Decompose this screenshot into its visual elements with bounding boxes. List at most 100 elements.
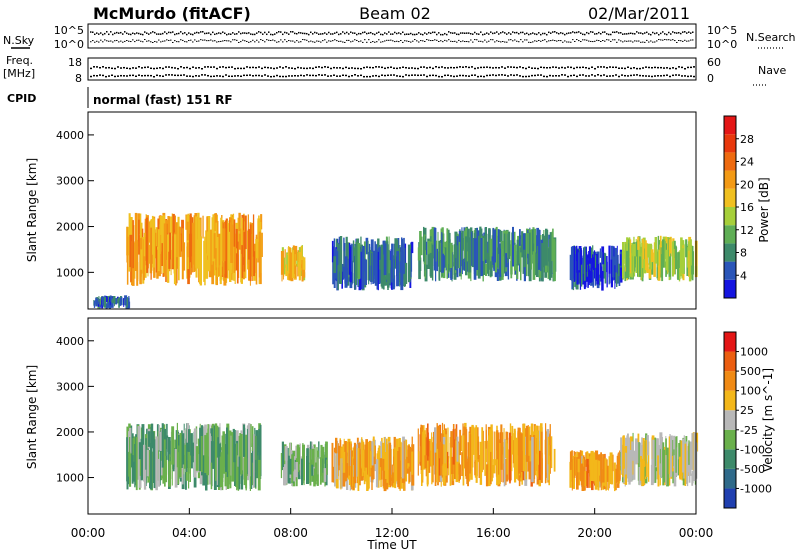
power-feature-mark	[675, 255, 678, 270]
vel-feature-mark	[452, 429, 455, 465]
power-feature-mark	[636, 241, 638, 257]
power-feature-mark	[510, 240, 513, 279]
nave-point	[558, 75, 560, 77]
nave-point	[231, 75, 233, 78]
freq-point	[489, 66, 491, 69]
nsky-point	[520, 31, 522, 34]
nave-point	[345, 74, 347, 77]
nsearch-point	[356, 39, 358, 41]
nsky-point	[240, 32, 242, 35]
power-feature-mark	[661, 254, 664, 282]
nsky-point	[454, 32, 456, 34]
vel-feature-mark	[458, 462, 460, 482]
velocity-data	[126, 422, 699, 492]
vel-feature-mark	[383, 468, 386, 484]
nsearch-point	[386, 39, 388, 41]
nsearch-point	[458, 39, 460, 41]
nsearch-point	[324, 39, 326, 41]
freq-point	[486, 66, 488, 68]
freq-point	[564, 67, 566, 69]
power-feature-mark	[98, 302, 101, 305]
vel-feature-mark	[638, 442, 640, 467]
vel-feature-mark	[346, 452, 348, 468]
vel-feature-mark	[680, 440, 683, 476]
power-feature-mark	[398, 261, 402, 283]
nsky-point	[312, 33, 314, 35]
nsearch-point	[586, 39, 588, 41]
freq-point	[273, 67, 275, 70]
nave-point	[105, 75, 107, 78]
power-feature-mark	[461, 230, 464, 251]
power-feature-mark	[343, 250, 345, 267]
vel-feature-mark	[442, 467, 445, 486]
nave-point	[591, 74, 593, 76]
nsearch-point	[442, 41, 444, 43]
power-feature-mark	[532, 251, 536, 280]
freq-tick-top: 18	[68, 56, 82, 69]
nsky-point	[500, 32, 502, 34]
freq-point	[357, 67, 359, 70]
nsearch-point	[212, 40, 214, 42]
power-feature-mark	[110, 295, 112, 302]
vel-feature-mark	[459, 464, 461, 480]
vel-feature-mark	[505, 458, 507, 486]
power-feature-mark	[585, 251, 588, 272]
nsky-point	[580, 32, 582, 34]
nsky-point	[388, 31, 390, 33]
nsky-point	[108, 33, 110, 36]
power-feature-mark	[492, 227, 495, 265]
freq-point	[144, 66, 146, 69]
nsearch-point	[376, 41, 378, 43]
freq-point	[348, 67, 350, 70]
freq-point	[516, 66, 518, 69]
power-feature-mark	[374, 244, 378, 286]
nsearch-point	[166, 39, 168, 41]
nsky-point	[428, 31, 430, 34]
nave-point	[114, 75, 116, 78]
freq-point	[174, 67, 176, 69]
freq-point	[135, 67, 137, 69]
nsearch-point	[512, 40, 514, 42]
nsearch-point	[490, 39, 492, 41]
freq-point	[111, 67, 113, 70]
nsearch-point	[396, 40, 398, 42]
vel-feature-mark	[490, 429, 492, 474]
nsky-point	[128, 33, 130, 35]
nave-point	[228, 75, 230, 78]
nsky-point	[648, 33, 650, 35]
vel-feature-mark	[450, 431, 454, 448]
vel-feature-mark	[253, 459, 257, 488]
nsky-point	[618, 32, 620, 34]
nsky-point	[356, 33, 358, 36]
nsearch-point	[466, 41, 468, 43]
freq-point	[291, 67, 293, 69]
power-feature-mark	[227, 223, 229, 270]
nsky-point	[622, 33, 624, 35]
nsearch-point	[570, 41, 572, 43]
nsky-point	[98, 33, 100, 35]
nsky-point	[472, 33, 474, 35]
freq-point	[201, 67, 203, 70]
freq-point	[528, 66, 530, 68]
power-feature-mark	[243, 231, 246, 272]
nsearch-point	[672, 39, 674, 41]
nsearch-point	[626, 40, 628, 42]
vel-feature-mark	[215, 427, 217, 481]
power-feature-mark	[344, 256, 348, 288]
nsearch-point	[534, 40, 536, 42]
vel-feature-mark	[199, 427, 201, 472]
nsky-point	[270, 33, 272, 36]
nave-point	[672, 74, 674, 77]
nsky-point	[594, 33, 596, 35]
freq-point	[396, 67, 398, 70]
nave-point	[171, 74, 173, 76]
vel-feature-mark	[357, 448, 360, 491]
nsky-point	[292, 31, 294, 33]
power-feature-mark	[280, 251, 284, 275]
power-feature-mark	[128, 301, 131, 309]
power-feature-mark	[650, 249, 654, 263]
power-feature-mark	[367, 240, 369, 281]
nave-point	[459, 74, 461, 77]
nsky-point	[598, 31, 600, 34]
nsky-point	[246, 32, 248, 35]
